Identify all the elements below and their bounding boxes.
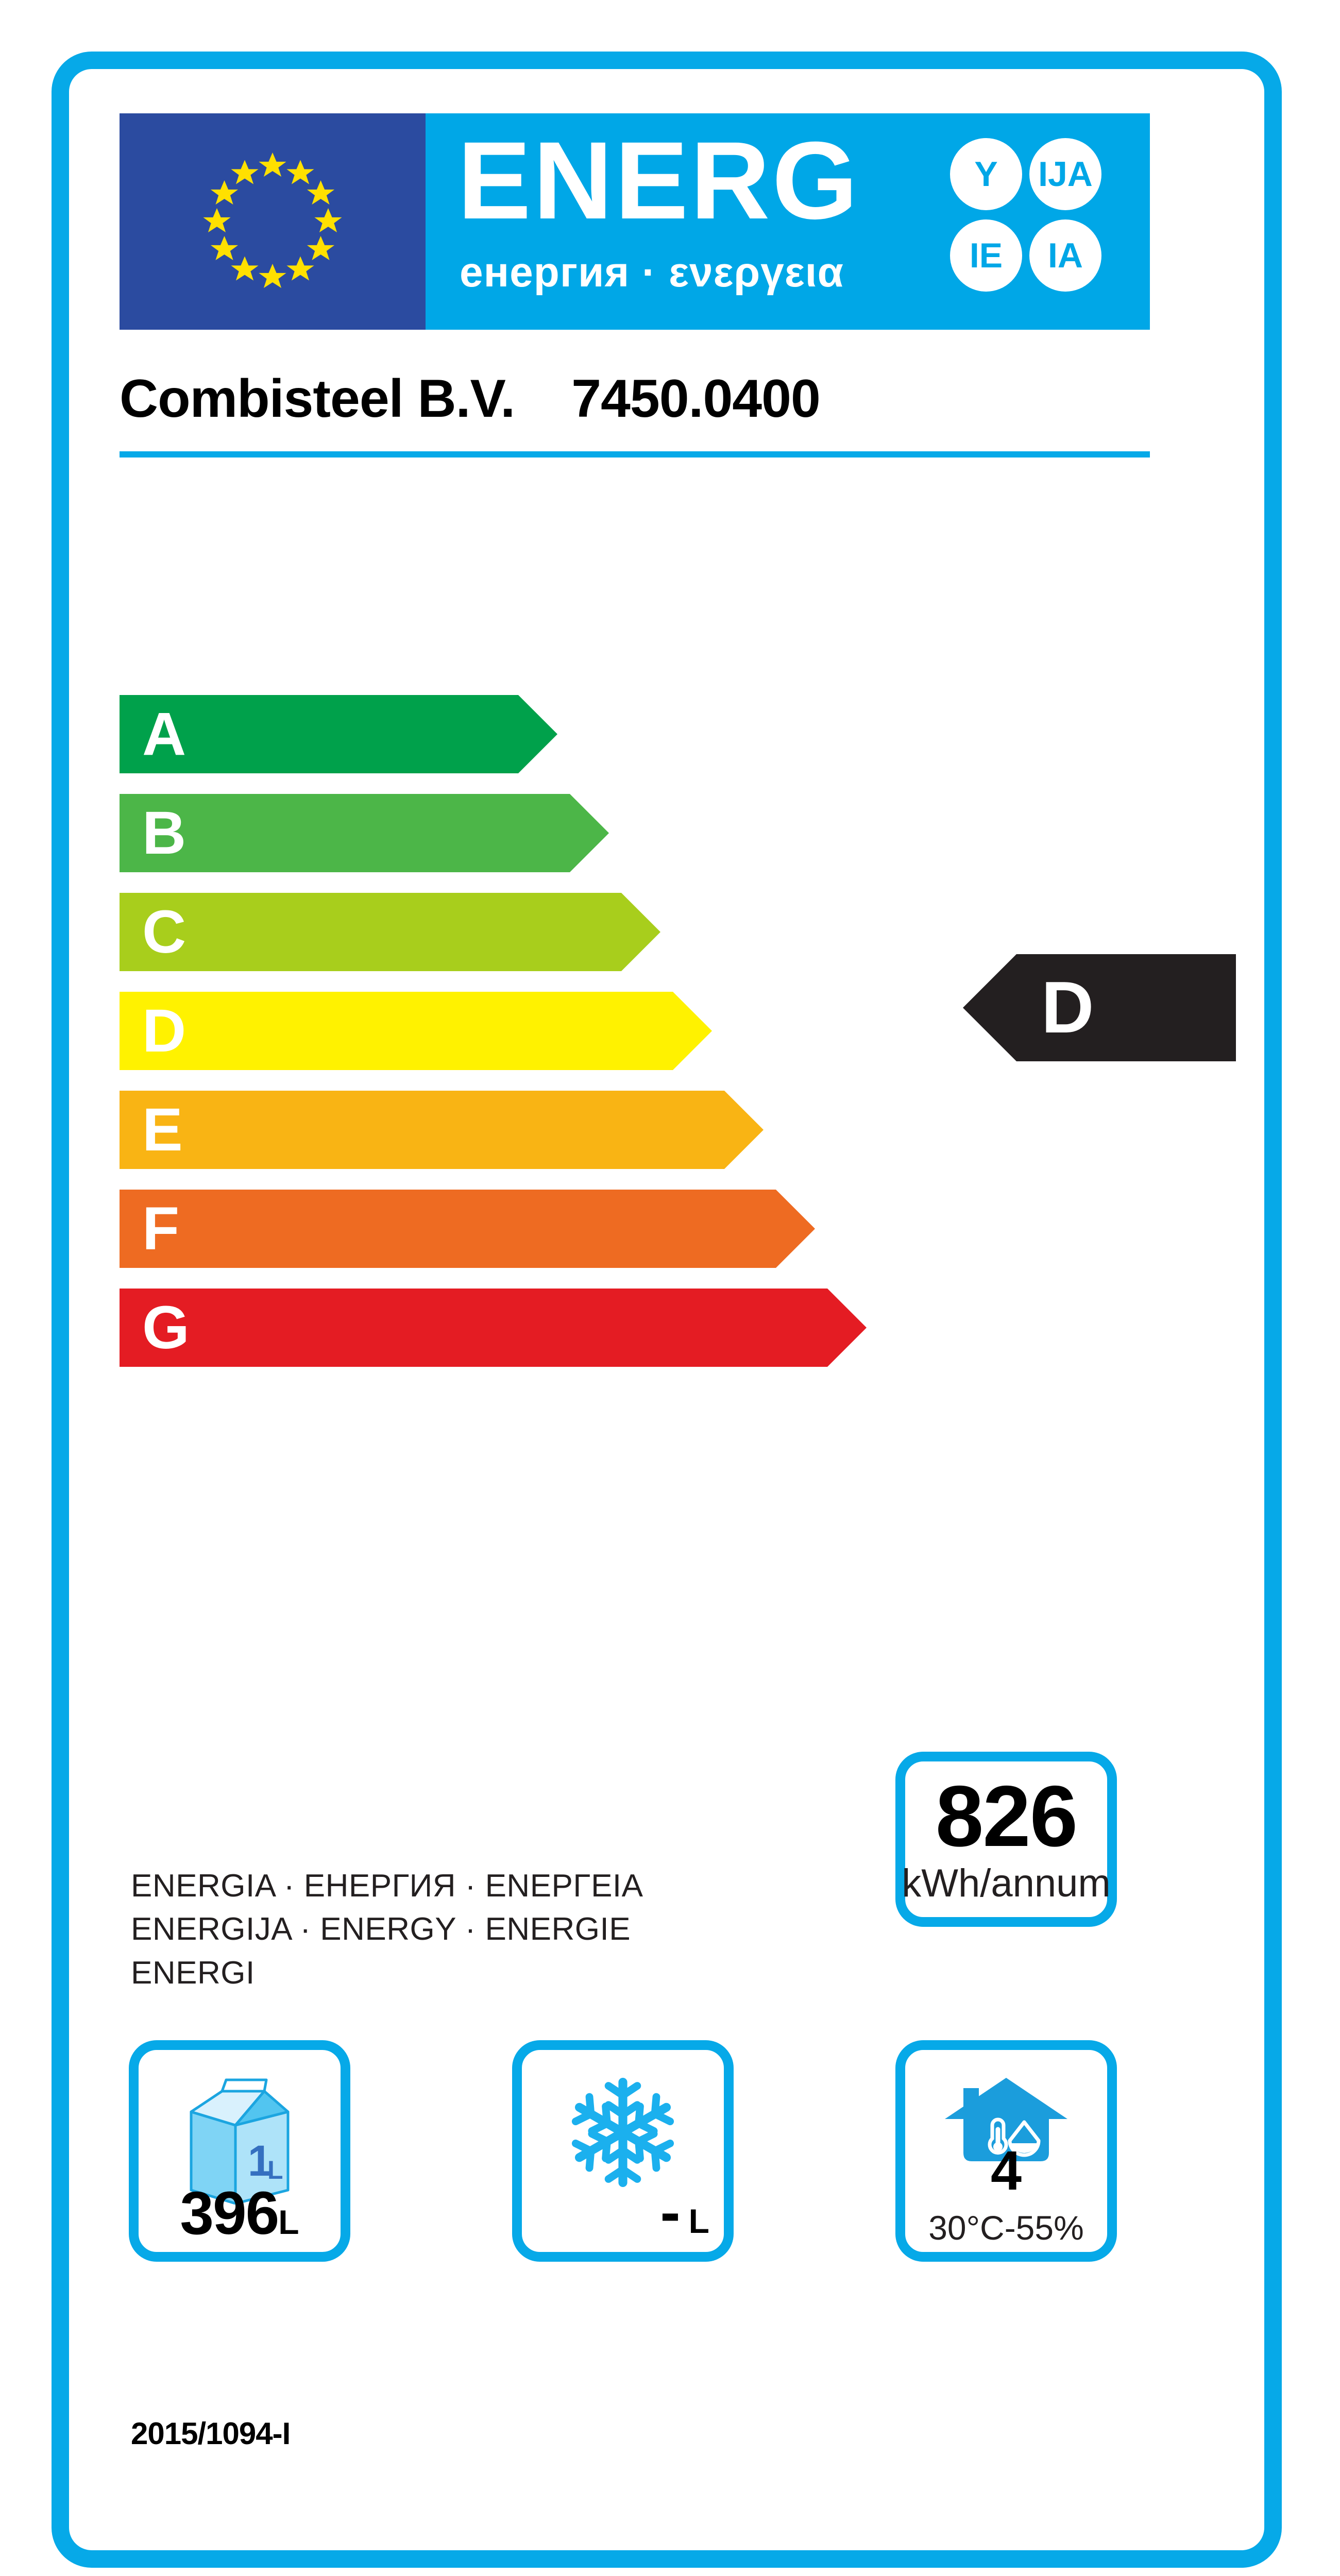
lang-circle-ija: IJA	[1029, 138, 1101, 210]
energy-class-bar-f: F	[120, 1190, 815, 1268]
energy-class-bar-d: D	[120, 992, 712, 1070]
class-arrow: C	[120, 893, 660, 971]
class-arrow-tip	[776, 1190, 815, 1268]
class-arrow-tip	[827, 1289, 867, 1367]
class-arrow-body	[120, 893, 621, 971]
svg-text:1: 1	[248, 2137, 272, 2185]
class-letter: F	[142, 1195, 180, 1263]
class-arrow-tip	[570, 794, 609, 872]
result-class-letter: D	[1041, 967, 1094, 1048]
class-arrow: D	[120, 992, 712, 1070]
language-line: ENERGI	[131, 1955, 255, 1991]
fridge-volume-box: 1 L 396L	[129, 2040, 350, 2262]
lang-circle-ia: IA	[1029, 219, 1101, 292]
energy-class-result: D	[963, 954, 1236, 1061]
language-line: ENERGIA · ЕНЕРГИЯ · ΕΝΕΡΓΕΙΑ	[131, 1868, 643, 1904]
energy-class-bar-a: A	[120, 695, 557, 773]
fridge-volume-value: 396L	[139, 2183, 341, 2244]
annual-consumption-unit: kWh/annum	[902, 1861, 1111, 1905]
label-inner-area: ENERG енергия · ενεργεια Y IJA IE IA Com…	[69, 69, 1264, 2550]
freezer-volume-number: -	[660, 2178, 680, 2246]
class-arrow-tip	[621, 893, 660, 971]
freezer-volume-unit: L	[688, 2202, 709, 2240]
svg-text:L: L	[267, 2156, 283, 2184]
energy-class-bar-g: G	[120, 1289, 867, 1367]
energ-wordmark: ENERG	[457, 119, 860, 242]
supplier-divider	[120, 451, 1150, 457]
freezer-volume-box: -L	[512, 2040, 734, 2262]
class-letter: E	[142, 1096, 183, 1164]
result-arrow-point	[963, 954, 1016, 1061]
energy-label: ENERG енергия · ενεργεια Y IJA IE IA Com…	[52, 52, 1282, 2568]
model-identifier: 7450.0400	[571, 368, 821, 429]
class-arrow-body	[120, 695, 518, 773]
energ-wordmark-band: ENERG енергия · ενεργεια Y IJA IE IA	[426, 113, 1150, 330]
class-arrow-tip	[673, 992, 712, 1070]
class-letter: C	[142, 898, 186, 966]
class-arrow: F	[120, 1190, 815, 1268]
milk-carton-icon: 1 L	[190, 2078, 290, 2205]
supplier-name: Combisteel B.V.	[120, 368, 515, 429]
class-arrow-tip	[518, 695, 557, 773]
fridge-volume-number: 396	[180, 2179, 279, 2247]
class-arrow-body	[120, 1190, 776, 1268]
lang-circle-ie: IE	[950, 219, 1022, 292]
energy-class-bar-b: B	[120, 794, 609, 872]
class-letter: B	[142, 799, 186, 867]
freezer-volume-value: -L	[522, 2182, 724, 2243]
class-arrow-tip	[724, 1091, 764, 1169]
class-arrow: A	[120, 695, 557, 773]
class-arrow-body	[120, 1091, 724, 1169]
class-arrow: G	[120, 1289, 867, 1367]
regulation-reference: 2015/1094-I	[131, 2416, 291, 2451]
energy-class-bar-c: C	[120, 893, 660, 971]
language-line: ENERGIJA · ENERGY · ENERGIE	[131, 1911, 631, 1947]
energy-word-languages: ENERGIA · ЕНЕРГИЯ · ΕΝΕΡΓΕΙΑ ENERGIJA · …	[131, 1865, 826, 1995]
fridge-volume-unit: L	[278, 2203, 299, 2241]
climate-class-box: 4 30°C-55%	[895, 2040, 1117, 2262]
snowflake-icon	[571, 2077, 674, 2188]
class-arrow-body	[120, 992, 673, 1070]
annual-consumption-value: 826	[935, 1767, 1078, 1865]
class-arrow: E	[120, 1091, 764, 1169]
annual-consumption-box: 826 kWh/annum	[895, 1752, 1117, 1927]
house-climate-icon	[945, 2078, 1067, 2161]
lang-circle-y: Y	[950, 138, 1022, 210]
climate-class-value: 4	[990, 2139, 1022, 2201]
class-letter: D	[142, 997, 186, 1065]
class-letter: A	[142, 700, 186, 768]
class-arrow-body	[120, 794, 570, 872]
supplier-row: Combisteel B.V. 7450.0400	[120, 358, 1150, 440]
class-arrow: B	[120, 794, 609, 872]
class-letter: G	[142, 1294, 190, 1362]
result-arrow-body	[1016, 954, 1236, 1061]
class-arrow-body	[120, 1289, 827, 1367]
label-header: ENERG енергия · ενεργεια Y IJA IE IA	[120, 113, 1150, 330]
climate-range-value: 30°C-55%	[928, 2209, 1084, 2247]
eu-flag-icon	[120, 113, 426, 330]
energ-subtitle: енергия · ενεργεια	[460, 249, 844, 296]
energy-class-bar-e: E	[120, 1091, 764, 1169]
